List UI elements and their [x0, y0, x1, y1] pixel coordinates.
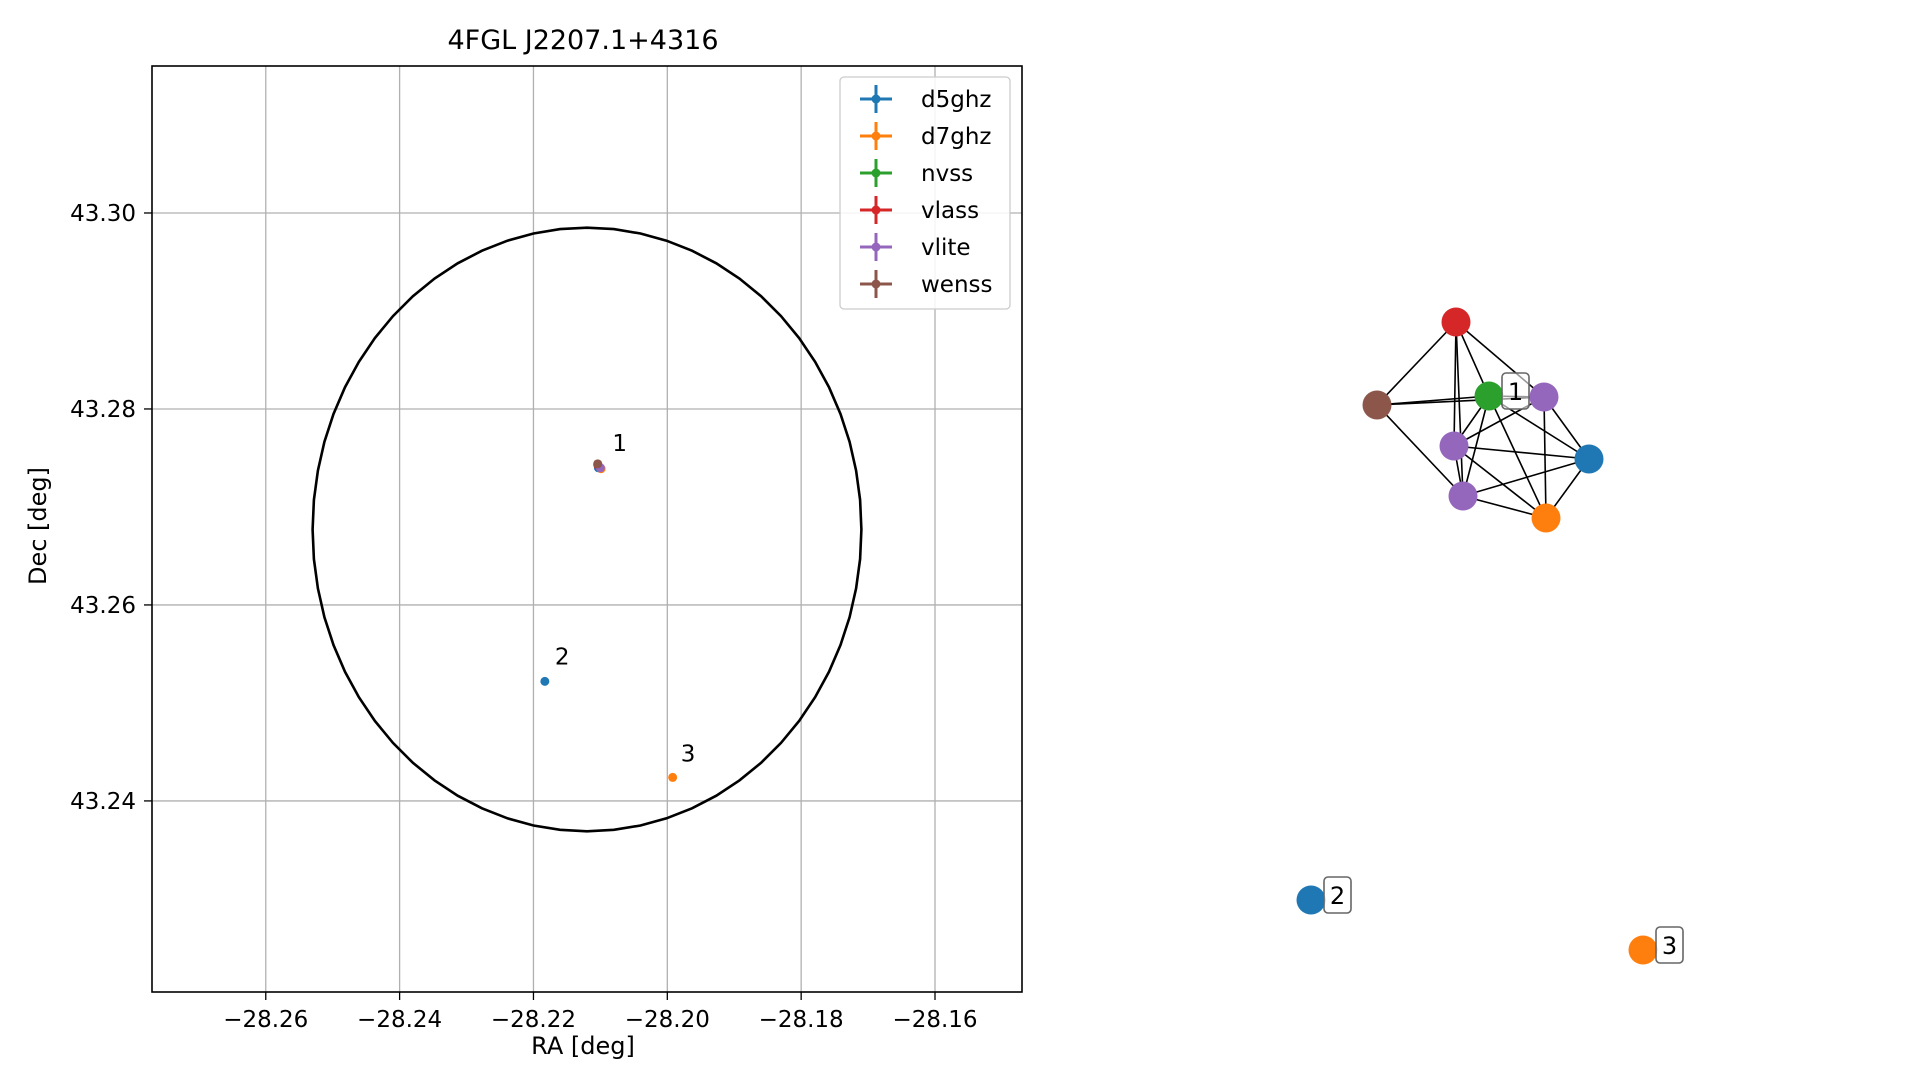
legend-label-nvss: nvss — [921, 161, 973, 187]
network-edge — [1462, 458, 1590, 497]
network-edge — [1453, 321, 1457, 447]
data-point-d5ghz — [540, 676, 550, 686]
point-annotation: 3 — [681, 742, 696, 768]
x-tick-label: −28.16 — [892, 1007, 977, 1033]
y-tick-label: 43.30 — [70, 201, 136, 227]
legend-dot-d7ghz — [871, 131, 881, 141]
x-tick-label: −28.24 — [357, 1007, 442, 1033]
network-node — [1628, 935, 1658, 965]
network-edge — [1543, 396, 1547, 519]
network-node — [1439, 431, 1469, 461]
network-label: 1 — [1501, 372, 1530, 410]
network-edges — [1376, 321, 1590, 519]
legend-label-d7ghz: d7ghz — [921, 124, 991, 150]
legend-dot-d5ghz — [871, 94, 881, 104]
y-tick-label: 43.28 — [70, 397, 136, 423]
legend-dot-vlite — [871, 242, 881, 252]
legend-dot-vlass — [871, 205, 881, 215]
legend-label-wenss: wenss — [921, 272, 993, 298]
annotations: 1 2 3 — [555, 431, 695, 768]
network-label-box — [1655, 926, 1684, 964]
axes-frame — [151, 65, 1023, 993]
x-tick-label: −28.18 — [759, 1007, 844, 1033]
x-tick-label: −28.20 — [625, 1007, 710, 1033]
network-label-text: 3 — [1662, 932, 1677, 960]
network-label-text: 2 — [1330, 882, 1345, 910]
point-annotation: 1 — [612, 431, 627, 457]
legend-label-vlass: vlass — [921, 198, 979, 224]
network-node — [1474, 381, 1504, 411]
network-node — [1531, 503, 1561, 533]
network-label-text: 1 — [1508, 378, 1523, 406]
data-points — [540, 459, 678, 782]
legend-dot-nvss — [871, 168, 881, 178]
sky-position-chart: 1 2 3 −28.26 −28.24 −28.22 −28.20 −28.18 −28.16… — [24, 25, 1023, 1060]
network-label-box — [1501, 372, 1530, 410]
network-nodes — [1296, 307, 1658, 965]
point-annotation: 2 — [555, 645, 570, 671]
network-edge — [1455, 321, 1464, 497]
x-tick-label: −28.22 — [491, 1007, 576, 1033]
y-tick-label: 43.24 — [70, 789, 136, 815]
network-node — [1529, 382, 1559, 412]
data-point-d7ghz — [668, 772, 678, 782]
network-labels: 1 2 3 — [1323, 372, 1684, 964]
x-ticks: −28.26 −28.24 −28.22 −28.20 −28.18 −28.16 — [223, 992, 978, 1033]
network-edge — [1453, 445, 1590, 460]
network-node — [1296, 885, 1326, 915]
y-ticks: 43.24 43.26 43.28 43.30 — [70, 201, 152, 815]
network-node — [1448, 481, 1478, 511]
y-tick-label: 43.26 — [70, 593, 136, 619]
network-label-box — [1323, 876, 1352, 914]
x-axis-label: RA [deg] — [531, 1032, 635, 1060]
legend-label-vlite: vlite — [921, 235, 971, 261]
network-edge — [1376, 321, 1457, 406]
network-edge — [1462, 395, 1490, 497]
network-edge — [1453, 445, 1547, 519]
network-edge — [1376, 404, 1464, 497]
network-edge — [1455, 321, 1545, 398]
data-point-wenss — [593, 459, 603, 469]
legend-dot-wenss — [871, 279, 881, 289]
network-label: 3 — [1655, 926, 1684, 964]
network-graph: 1 2 3 — [1296, 307, 1684, 965]
legend: d5ghz d7ghz nvss vlass vlite wenss — [839, 76, 1011, 310]
network-node — [1574, 444, 1604, 474]
error-ellipse-layer — [311, 226, 863, 833]
network-label: 2 — [1323, 876, 1352, 914]
network-edge — [1488, 395, 1547, 519]
network-node — [1362, 390, 1392, 420]
y-axis-label: Dec [deg] — [24, 467, 52, 585]
legend-label-d5ghz: d5ghz — [921, 87, 991, 113]
error-ellipse — [311, 226, 863, 833]
chart-title: 4FGL J2207.1+4316 — [447, 25, 718, 56]
x-tick-label: −28.26 — [223, 1007, 308, 1033]
network-node — [1441, 307, 1471, 337]
